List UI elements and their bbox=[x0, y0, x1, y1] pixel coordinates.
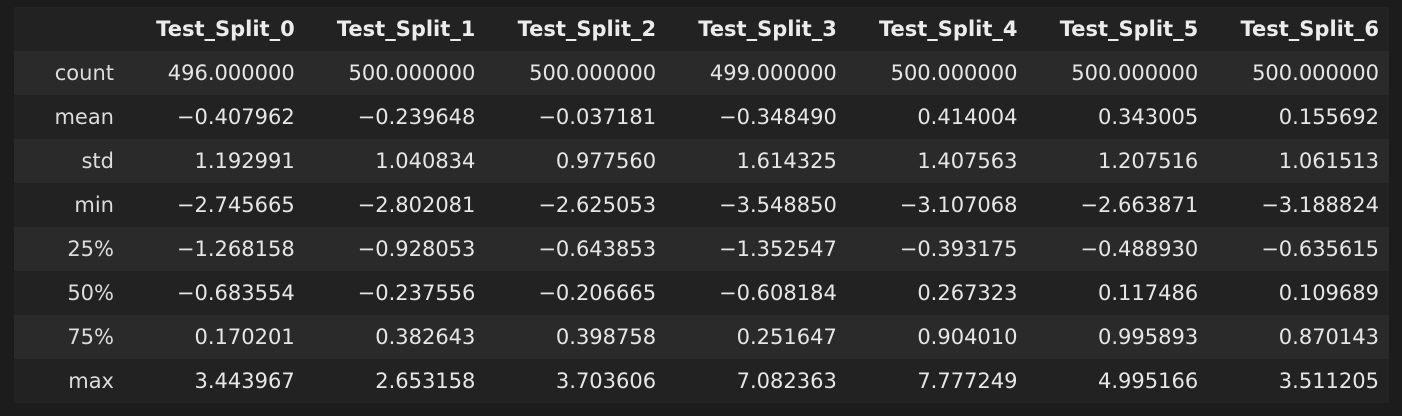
table-cell: −0.348490 bbox=[719, 105, 837, 129]
table-cell: −1.268158 bbox=[176, 237, 295, 261]
table-cell: 500.000000 bbox=[529, 61, 657, 85]
table-row: 50% −0.683554 −0.237556 −0.206665 −0.608… bbox=[14, 271, 1389, 315]
table-cell: 0.398758 bbox=[555, 325, 657, 349]
column-header: Test_Split_2 bbox=[517, 17, 657, 41]
table-cell: 0.382643 bbox=[375, 325, 476, 349]
table-row: count 496.000000 500.000000 500.000000 4… bbox=[14, 51, 1389, 95]
table-row: std 1.192991 1.040834 0.977560 1.614325 … bbox=[14, 139, 1389, 183]
table-cell: −0.635615 bbox=[1261, 237, 1379, 261]
row-label: 50% bbox=[67, 281, 114, 305]
column-header: Test_Split_4 bbox=[878, 17, 1018, 41]
table-cell: −0.239648 bbox=[357, 105, 476, 129]
table-cell: 3.703606 bbox=[555, 369, 657, 393]
column-header: Test_Split_6 bbox=[1240, 17, 1379, 41]
table-cell: 0.343005 bbox=[1098, 105, 1199, 129]
table-cell: 496.000000 bbox=[167, 61, 295, 85]
table-body: count 496.000000 500.000000 500.000000 4… bbox=[14, 51, 1389, 403]
table-cell: −2.745665 bbox=[176, 193, 295, 217]
describe-table: Test_Split_0 Test_Split_1 Test_Split_2 T… bbox=[14, 7, 1389, 403]
table-cell: 1.061513 bbox=[1278, 149, 1379, 173]
column-header: Test_Split_3 bbox=[698, 17, 837, 41]
table-cell: −0.237556 bbox=[357, 281, 476, 305]
table-row: mean −0.407962 −0.239648 −0.037181 −0.34… bbox=[14, 95, 1389, 139]
row-label: max bbox=[68, 369, 114, 393]
table-cell: −2.625053 bbox=[538, 193, 657, 217]
column-header: Test_Split_1 bbox=[336, 17, 476, 41]
table-cell: −1.352547 bbox=[719, 237, 837, 261]
table-cell: 0.117486 bbox=[1098, 281, 1199, 305]
table-cell: 0.977560 bbox=[555, 149, 657, 173]
table-cell: 0.155692 bbox=[1278, 105, 1379, 129]
table-cell: −0.407962 bbox=[176, 105, 295, 129]
table-cell: −0.488930 bbox=[1080, 237, 1199, 261]
row-label: mean bbox=[54, 105, 114, 129]
table-cell: 500.000000 bbox=[348, 61, 476, 85]
table-cell: −0.608184 bbox=[719, 281, 837, 305]
column-header: Test_Split_5 bbox=[1059, 17, 1199, 41]
table-cell: 500.000000 bbox=[1071, 61, 1199, 85]
header-row: Test_Split_0 Test_Split_1 Test_Split_2 T… bbox=[14, 7, 1389, 51]
table-cell: 1.614325 bbox=[736, 149, 837, 173]
table-cell: 4.995166 bbox=[1098, 369, 1199, 393]
table-cell: 7.777249 bbox=[917, 369, 1018, 393]
table-cell: −3.188824 bbox=[1261, 193, 1379, 217]
table-row: min −2.745665 −2.802081 −2.625053 −3.548… bbox=[14, 183, 1389, 227]
table-cell: 2.653158 bbox=[375, 369, 476, 393]
table-cell: 0.109689 bbox=[1278, 281, 1379, 305]
table-cell: −0.393175 bbox=[899, 237, 1018, 261]
row-label: min bbox=[74, 193, 114, 217]
row-label: 25% bbox=[67, 237, 114, 261]
table-header: Test_Split_0 Test_Split_1 Test_Split_2 T… bbox=[14, 7, 1389, 51]
column-header: Test_Split_0 bbox=[156, 17, 295, 41]
table-cell: −3.548850 bbox=[719, 193, 837, 217]
row-label: std bbox=[81, 149, 114, 173]
table-cell: 499.000000 bbox=[709, 61, 837, 85]
table-cell: −0.037181 bbox=[538, 105, 657, 129]
table-cell: −0.928053 bbox=[357, 237, 476, 261]
table-cell: −0.683554 bbox=[176, 281, 295, 305]
table-cell: 1.407563 bbox=[917, 149, 1018, 173]
dataframe-output: Test_Split_0 Test_Split_1 Test_Split_2 T… bbox=[14, 7, 1389, 403]
table-cell: −2.663871 bbox=[1080, 193, 1199, 217]
table-row: 25% −1.268158 −0.928053 −0.643853 −1.352… bbox=[14, 227, 1389, 271]
table-cell: 0.251647 bbox=[736, 325, 837, 349]
table-cell: −0.643853 bbox=[538, 237, 657, 261]
table-row: 75% 0.170201 0.382643 0.398758 0.251647 … bbox=[14, 315, 1389, 359]
table-cell: −0.206665 bbox=[538, 281, 657, 305]
table-cell: 500.000000 bbox=[890, 61, 1018, 85]
table-cell: 3.443967 bbox=[194, 369, 295, 393]
table-cell: 0.170201 bbox=[194, 325, 295, 349]
table-cell: −2.802081 bbox=[357, 193, 476, 217]
table-cell: 0.904010 bbox=[917, 325, 1018, 349]
table-row: max 3.443967 2.653158 3.703606 7.082363 … bbox=[14, 359, 1389, 403]
table-cell: 7.082363 bbox=[736, 369, 837, 393]
table-cell: 3.511205 bbox=[1278, 369, 1379, 393]
table-cell: −3.107068 bbox=[899, 193, 1018, 217]
table-cell: 0.870143 bbox=[1278, 325, 1379, 349]
table-cell: 1.040834 bbox=[375, 149, 476, 173]
table-cell: 1.207516 bbox=[1098, 149, 1199, 173]
corner-cell bbox=[14, 7, 124, 51]
table-cell: 0.414004 bbox=[917, 105, 1018, 129]
row-label: 75% bbox=[67, 325, 114, 349]
table-cell: 500.000000 bbox=[1252, 61, 1379, 85]
table-cell: 0.995893 bbox=[1098, 325, 1199, 349]
row-label: count bbox=[54, 61, 114, 85]
table-cell: 1.192991 bbox=[194, 149, 295, 173]
table-cell: 0.267323 bbox=[917, 281, 1018, 305]
